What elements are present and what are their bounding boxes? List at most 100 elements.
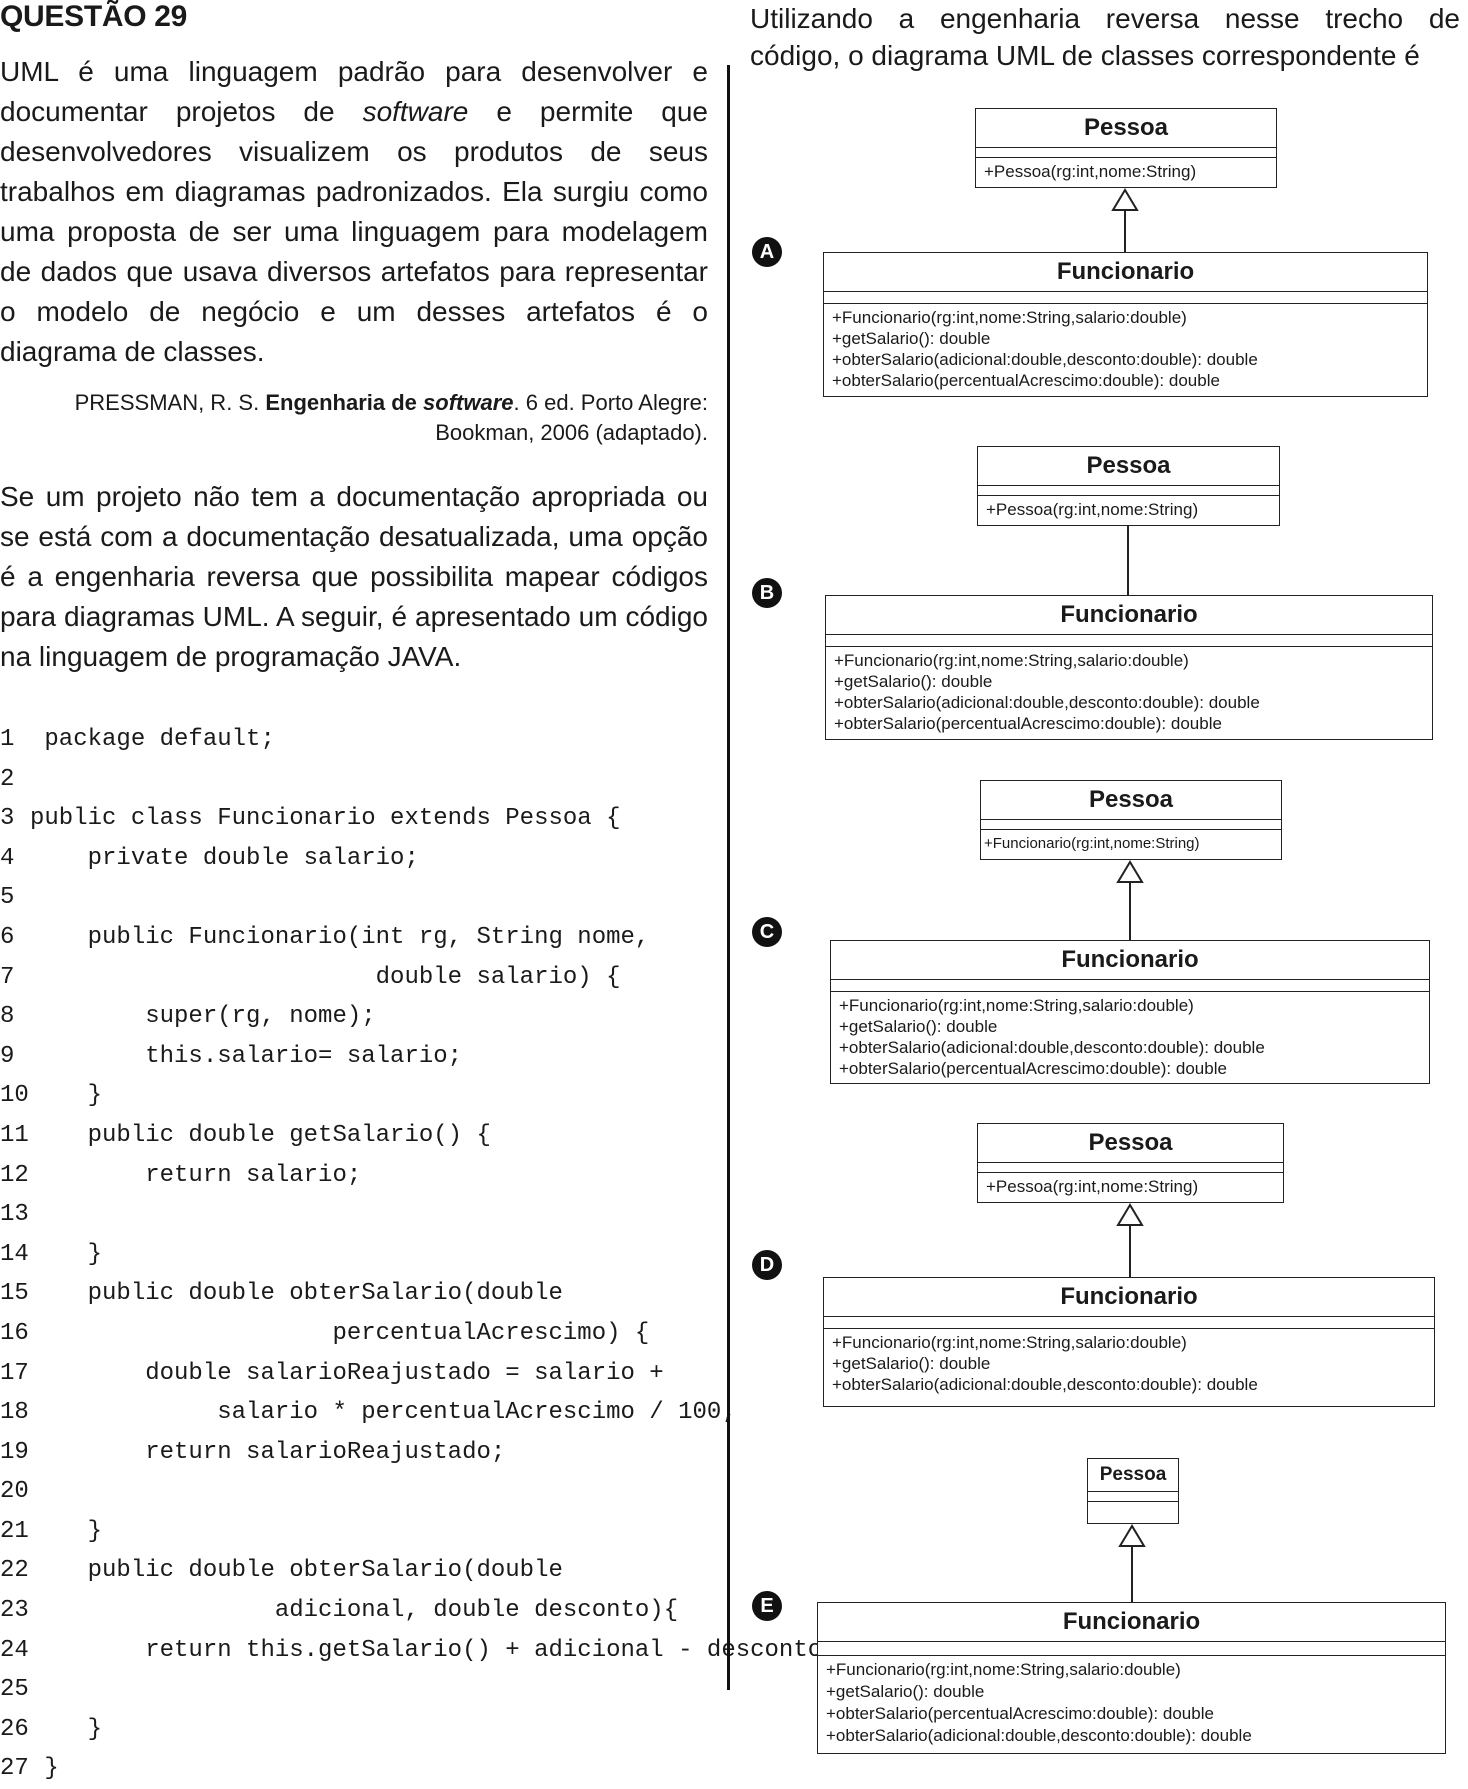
option-e-parent-class: Pessoa (1087, 1458, 1179, 1524)
body-paragraph: Se um projeto não tem a documentação apr… (0, 481, 708, 672)
reference-line2: Bookman, 2006 (adaptado). (435, 420, 708, 445)
line-number: 7 (0, 963, 15, 991)
line-number: 5 (0, 884, 15, 912)
line-number: 17 (0, 1359, 29, 1387)
association-line (1127, 526, 1129, 595)
line-number: 14 (0, 1240, 29, 1268)
line-number: 27 (0, 1755, 29, 1783)
operation: +Funcionario(rg:int,nome:String,salario:… (832, 308, 1187, 327)
code-line: 14 } (0, 1235, 837, 1275)
attributes-compartment (978, 1163, 1283, 1173)
operation: +Pessoa(rg:int,nome:String) (986, 1177, 1199, 1196)
generalization-arrow-icon (1116, 1203, 1144, 1226)
code-line: 19 return salarioReajustado; (0, 1433, 837, 1473)
code-text: public double getSalario() { (30, 1121, 491, 1149)
code-text: adicional, double desconto){ (30, 1597, 679, 1625)
option-c-parent-class: Pessoa +Funcionario(rg:int,nome:String) (980, 780, 1282, 860)
reference-authors: PRESSMAN, R. S. (74, 390, 266, 415)
option-a-badge[interactable]: A (752, 237, 782, 267)
line-number: 18 (0, 1399, 29, 1427)
option-e-child-class: Funcionario +Funcionario(rg:int,nome:Str… (817, 1602, 1446, 1754)
inheritance-line (1129, 882, 1131, 940)
class-name: Funcionario (824, 253, 1427, 292)
line-number: 2 (0, 765, 15, 793)
code-text: } (30, 1517, 103, 1545)
operation: +obterSalario(adicional:double,desconto:… (832, 1375, 1258, 1394)
inheritance-line (1124, 210, 1126, 252)
generalization-arrow-icon (1111, 188, 1139, 211)
option-d-parent-class: Pessoa +Pessoa(rg:int,nome:String) (977, 1123, 1284, 1203)
option-c-badge[interactable]: C (752, 917, 782, 947)
line-number: 24 (0, 1636, 29, 1664)
code-line: 25 (0, 1670, 837, 1710)
attributes-compartment (824, 292, 1427, 304)
code-line: 7 double salario) { (0, 958, 837, 998)
intro-text-1: UML é uma linguagem padrão para desenvol… (0, 56, 708, 127)
reference-edition: . 6 ed. Porto Alegre: (513, 390, 708, 415)
code-line: 12 return salario; (0, 1156, 837, 1196)
intro-paragraph: UML é uma linguagem padrão para desenvol… (0, 52, 708, 372)
line-number: 16 (0, 1319, 29, 1347)
class-name: Pessoa (981, 781, 1281, 820)
code-line: 10 } (0, 1076, 837, 1116)
code-line: 5 (0, 878, 837, 918)
class-name: Funcionario (824, 1278, 1434, 1317)
operation: +obterSalario(adicional:double,desconto:… (839, 1038, 1265, 1057)
line-number: 25 (0, 1676, 29, 1704)
option-e-badge[interactable]: E (752, 1591, 782, 1621)
line-number: 19 (0, 1438, 29, 1466)
option-a-child-class: Funcionario +Funcionario(rg:int,nome:Str… (823, 252, 1428, 397)
operation: +Pessoa(rg:int,nome:String) (986, 500, 1199, 519)
code-line: 22 public double obterSalario(double (0, 1551, 837, 1591)
operation: +getSalario(): double (839, 1017, 998, 1036)
class-name: Pessoa (978, 447, 1279, 486)
code-line: 24 return this.getSalario() + adicional … (0, 1631, 837, 1671)
code-text: public class Funcionario extends Pessoa … (30, 805, 621, 833)
attributes-compartment (981, 820, 1281, 830)
inheritance-line (1131, 1546, 1133, 1602)
reference-book-title: Engenharia de (265, 390, 424, 415)
line-number: 13 (0, 1201, 29, 1229)
operation: +getSalario(): double (832, 329, 991, 348)
code-text: this.salario= salario; (30, 1042, 463, 1070)
code-line: 11 public double getSalario() { (0, 1116, 837, 1156)
operation: +obterSalario(percentualAcrescimo:double… (832, 371, 1220, 390)
line-number: 4 (0, 844, 15, 872)
code-line: 8 super(rg, nome); (0, 997, 837, 1037)
operation: +obterSalario(adicional:double,desconto:… (832, 350, 1258, 369)
generalization-arrow-icon (1118, 1524, 1146, 1547)
reference-book-title-italic: software (423, 390, 514, 415)
code-line: 16 percentualAcrescimo) { (0, 1314, 837, 1354)
line-number: 20 (0, 1478, 29, 1506)
code-line: 17 double salarioReajustado = salario + (0, 1354, 837, 1394)
operation: +Funcionario(rg:int,nome:String) (984, 835, 1200, 852)
line-number: 8 (0, 1003, 15, 1031)
line-number: 22 (0, 1557, 29, 1585)
code-text: double salario) { (30, 963, 621, 991)
operation: +Funcionario(rg:int,nome:String,salario:… (826, 1660, 1181, 1679)
operation: +obterSalario(percentualAcrescimo:double… (834, 714, 1222, 733)
code-line: 9 this.salario= salario; (0, 1037, 837, 1077)
operation: +getSalario(): double (834, 672, 993, 691)
code-line: 3 public class Funcionario extends Pessoa… (0, 799, 837, 839)
option-b-parent-class: Pessoa +Pessoa(rg:int,nome:String) (977, 446, 1280, 526)
code-text: return this.getSalario() + adicional - d… (30, 1636, 837, 1664)
operation: +Funcionario(rg:int,nome:String,salario:… (832, 1333, 1187, 1352)
attributes-compartment (976, 148, 1276, 158)
attributes-compartment (978, 486, 1279, 496)
code-text: salario * percentualAcrescimo / 100; (30, 1399, 736, 1427)
code-line: 21 } (0, 1512, 837, 1552)
attributes-compartment (826, 635, 1432, 647)
line-number: 10 (0, 1082, 29, 1110)
option-d-badge[interactable]: D (752, 1250, 782, 1280)
prompt-line-2: código, o diagrama UML de classes corres… (750, 40, 1420, 71)
code-text: } (30, 1715, 103, 1743)
code-line: 13 (0, 1195, 837, 1235)
operation: +getSalario(): double (832, 1354, 991, 1373)
class-name: Pessoa (978, 1124, 1283, 1163)
code-line: 18 salario * percentualAcrescimo / 100; (0, 1393, 837, 1433)
code-text: } (30, 1240, 103, 1268)
option-b-badge[interactable]: B (752, 578, 782, 608)
code-line: 27 } (0, 1749, 837, 1789)
attributes-compartment (1088, 1492, 1178, 1502)
